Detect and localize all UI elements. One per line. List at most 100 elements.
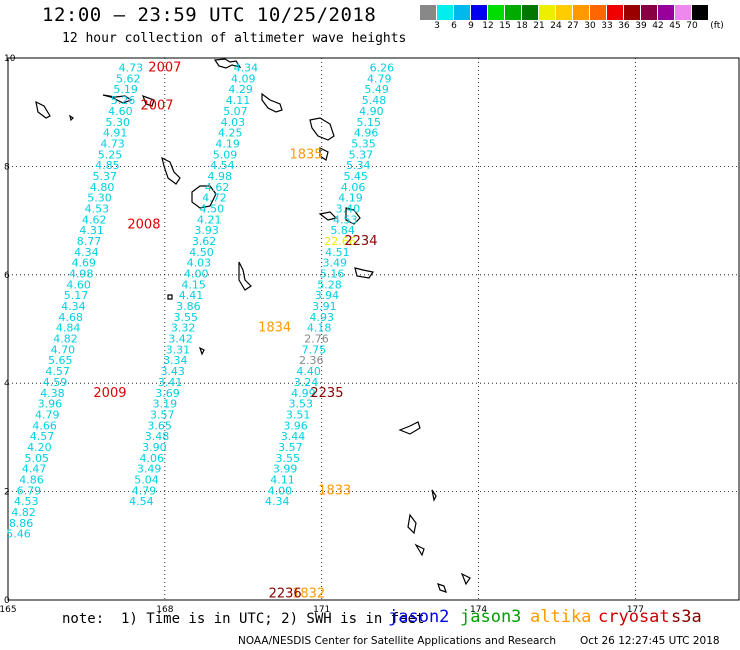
wave-height-value: 4.99	[291, 387, 316, 400]
island-outline	[431, 489, 437, 502]
wave-height-value: 4.34	[61, 300, 86, 313]
island-outline	[354, 267, 374, 279]
wave-height-value: 5.16	[320, 268, 345, 281]
generation-timestamp: Oct 26 12:27:45 UTC 2018	[580, 635, 720, 647]
legend-tick-label: 21	[533, 21, 545, 31]
wave-height-value: 8.86	[9, 517, 34, 530]
y-tick-label: 4	[4, 379, 10, 389]
wave-height-value: 5.49	[364, 83, 389, 96]
wave-height-value: 5.46	[6, 528, 31, 541]
pass-time-label: 2234	[344, 234, 377, 249]
island-outline	[319, 147, 329, 161]
wave-height-value: 4.84	[56, 322, 81, 335]
wave-height-value: 4.82	[53, 333, 78, 346]
pass-time-label: 1833	[318, 483, 351, 498]
legend-tick-label: 3	[434, 21, 440, 31]
wave-height-value: 4.54	[210, 159, 235, 172]
wave-height-value: 3.43	[160, 365, 185, 378]
pass-time-label: 1835	[289, 147, 322, 162]
wave-height-value: 4.00	[268, 484, 293, 497]
wave-height-value: 3.42	[168, 333, 193, 346]
page-subtitle: 12 hour collection of altimeter wave hei…	[62, 31, 407, 46]
wave-height-value: 4.34	[265, 495, 290, 508]
legend-swatch	[641, 5, 658, 20]
legend-swatch	[539, 5, 556, 20]
wave-height-value: 4.06	[341, 181, 366, 194]
wave-height-value: 3.69	[155, 387, 180, 400]
wave-height-value: 4.31	[79, 224, 104, 237]
legend-swatch	[675, 5, 692, 20]
wave-height-value: 3.99	[273, 463, 298, 476]
axis-labels: 165 168 171 174 177 0 2 4 6 8 10	[0, 54, 644, 615]
wave-height-value: 5.28	[317, 278, 342, 291]
wave-height-value: 4.68	[58, 311, 83, 324]
wave-height-value: 5.48	[362, 94, 387, 107]
legend-tick-label: 6	[451, 21, 457, 31]
wave-height-value: 4.19	[338, 192, 363, 205]
wave-height-value: 3.57	[150, 408, 175, 421]
pass-time-label: 1832	[292, 586, 325, 601]
x-tick-label: 177	[627, 605, 644, 615]
wave-height-value: 3.90	[142, 441, 167, 454]
legend-swatch	[573, 5, 590, 20]
pass-time-label: 2007	[148, 61, 181, 76]
map-grid	[7, 57, 740, 601]
legend-swatch	[590, 5, 607, 20]
wave-height-value: 4.53	[85, 202, 110, 215]
legend-tick-label: 27	[567, 21, 579, 31]
wave-height-value: 3.91	[312, 300, 337, 313]
notes-text: note: 1) Time is in UTC; 2) SWH is in fe…	[62, 611, 425, 627]
wave-height-value: 7.75	[302, 343, 327, 356]
y-tick-label: 2	[4, 488, 10, 498]
wave-height-value: 4.73	[119, 62, 144, 75]
wave-height-value: 4.53	[14, 495, 39, 508]
wave-height-value: 4.96	[354, 127, 379, 140]
wave-height-value: 3.94	[315, 289, 340, 302]
wave-height-value: 5.34	[346, 159, 371, 172]
wave-height-value: 4.79	[367, 72, 392, 85]
wave-height-value: 5.37	[92, 170, 117, 183]
island-outline	[460, 572, 471, 586]
legend-swatch	[624, 5, 641, 20]
satellite-tracks: 4.735.625.195.264.605.304.914.735.254.85…	[6, 62, 394, 541]
wave-height-value: 4.82	[11, 506, 36, 519]
wave-height-value: 3.55	[275, 452, 300, 465]
legend-tick-label: 70	[686, 21, 698, 31]
wave-height-value: 5.30	[106, 116, 131, 129]
wave-height-value: 5.35	[351, 137, 376, 150]
wave-height-value: 4.50	[200, 202, 225, 215]
wave-height-value: 4.80	[90, 181, 115, 194]
legend-swatch	[471, 5, 488, 20]
wave-height-value: 22.66	[324, 235, 356, 248]
legend-tick-label: 36	[618, 21, 630, 31]
x-tick-label: 165	[0, 605, 17, 615]
wave-height-value: 5.37	[349, 148, 374, 161]
satellite-legend-jason3: jason3	[460, 607, 522, 627]
wave-height-value: 3.48	[145, 430, 170, 443]
wave-height-value: 5.17	[64, 289, 89, 302]
wave-height-value: 5.19	[113, 83, 138, 96]
y-tick-label: 0	[4, 596, 10, 606]
x-tick-label: 168	[156, 605, 173, 615]
island-outline	[261, 92, 283, 113]
wave-height-value: 4.62	[205, 181, 230, 194]
color-legend-ticks: 3 6 9 12 15 18 21 24 27 30 33 36 39 42 45 70 (ft)	[420, 21, 740, 33]
wave-height-value: 4.34	[74, 246, 99, 259]
wave-height-value: 4.40	[296, 365, 321, 378]
wave-height-value: 5.25	[98, 148, 123, 161]
wave-height-value: 3.32	[171, 322, 196, 335]
wave-height-value: 5.07	[223, 105, 248, 118]
wave-height-value: 4.18	[307, 322, 332, 335]
island-outline	[102, 94, 133, 104]
wave-height-value: 3.44	[281, 430, 306, 443]
satellite-legend-altika: altika	[530, 607, 592, 627]
page-title: 12:00 – 23:59 UTC 10/25/2018	[42, 4, 377, 26]
wave-height-value: 4.11	[226, 94, 251, 107]
island-outline	[198, 346, 205, 356]
wave-height-value: 4.53	[333, 213, 358, 226]
satellite-legend-s3a: s3a	[671, 607, 702, 627]
wave-height-value: 4.57	[30, 430, 55, 443]
wave-height-value: 5.05	[25, 452, 50, 465]
y-tick-label: 6	[4, 271, 10, 281]
